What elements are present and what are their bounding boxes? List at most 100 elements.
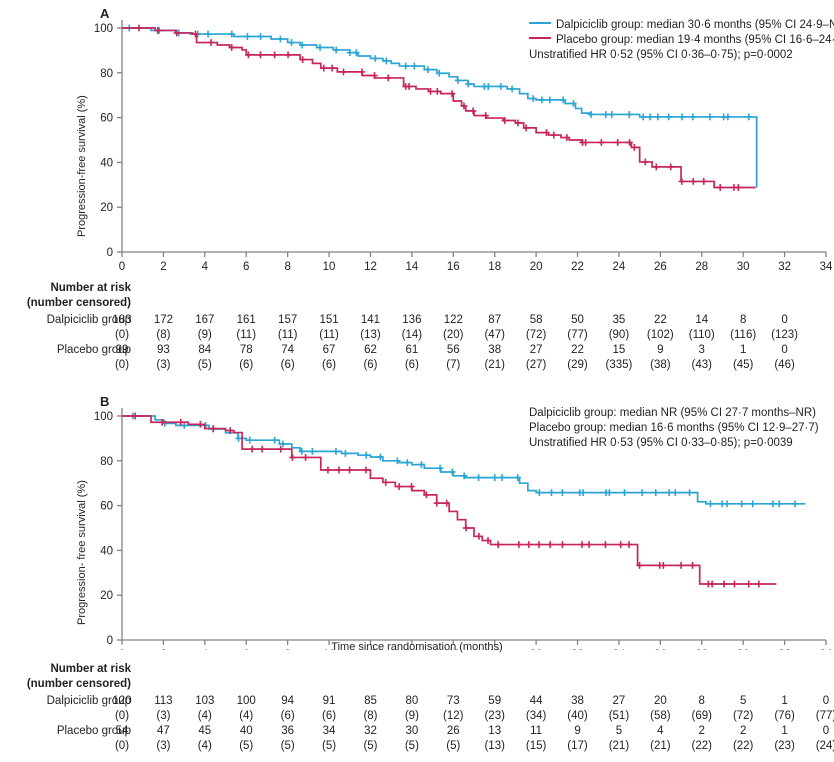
risk-value-dalpiciclib: 91 — [322, 695, 336, 707]
risk-censored-placebo: (17) — [567, 740, 588, 752]
risk-value-placebo: 67 — [322, 344, 336, 356]
risk-censored-dalpiciclib: (11) — [319, 329, 339, 341]
risk-censored-dalpiciclib: (77) — [815, 710, 834, 722]
legend-row-hr: Unstratified HR 0·52 (95% CI 0·36–0·75);… — [529, 48, 834, 63]
risk-value-placebo: 9 — [657, 344, 664, 356]
svg-text:80: 80 — [100, 68, 113, 80]
risk-censored-dalpiciclib: (4) — [239, 710, 254, 722]
svg-text:22: 22 — [571, 261, 584, 273]
risk-censored-dalpiciclib: (116) — [730, 329, 757, 341]
risk-censored-dalpiciclib: (3) — [156, 710, 171, 722]
risk-value-dalpiciclib: 58 — [529, 314, 543, 326]
risk-value-dalpiciclib: 5 — [739, 695, 747, 707]
risk-value-dalpiciclib: 122 — [443, 314, 463, 326]
risk-censored-placebo: (6) — [322, 359, 337, 371]
risk-value-placebo: 56 — [446, 344, 460, 356]
risk-value-placebo: 26 — [446, 725, 460, 737]
svg-text:20: 20 — [530, 261, 543, 273]
risk-censored-placebo: (5) — [322, 740, 337, 752]
panel-b-legend: Dalpiciclib group: median NR (95% CI 27·… — [529, 406, 819, 451]
risk-value-dalpiciclib: 85 — [364, 695, 377, 707]
risk-value-dalpiciclib: 94 — [281, 695, 295, 707]
svg-text:26: 26 — [654, 649, 667, 650]
risk-censored-dalpiciclib: (14) — [401, 329, 423, 341]
risk-title-line2: (number censored) — [26, 297, 131, 309]
risk-censored-placebo: (21) — [650, 740, 671, 752]
svg-text:30: 30 — [737, 261, 750, 273]
risk-value-dalpiciclib: 120 — [112, 695, 132, 707]
risk-value-dalpiciclib: 1 — [781, 695, 788, 707]
svg-text:80: 80 — [100, 456, 113, 468]
risk-value-dalpiciclib: 141 — [360, 314, 381, 326]
risk-censored-placebo: (27) — [525, 359, 547, 371]
svg-text:60: 60 — [100, 113, 113, 125]
risk-value-placebo: 45 — [198, 725, 212, 737]
svg-text:10: 10 — [323, 261, 336, 273]
risk-value-dalpiciclib: 183 — [112, 314, 132, 326]
risk-censored-placebo: (0) — [114, 359, 130, 371]
risk-censored-placebo: (24) — [815, 740, 834, 752]
svg-text:2: 2 — [160, 649, 166, 650]
risk-censored-placebo: (6) — [363, 359, 378, 371]
risk-censored-placebo: (5) — [446, 740, 461, 752]
legend-swatch-dalpiciclib-icon — [529, 21, 551, 24]
risk-value-placebo: 61 — [405, 344, 419, 356]
risk-censored-dalpiciclib: (23) — [484, 710, 505, 722]
risk-value-placebo: 99 — [115, 344, 129, 356]
panel-b-label: B — [100, 394, 110, 409]
legend-swatch-placebo-icon — [529, 36, 551, 39]
svg-text:28: 28 — [695, 649, 708, 650]
risk-censored-dalpiciclib: (90) — [608, 329, 630, 341]
risk-value-dalpiciclib: 161 — [236, 314, 256, 326]
risk-censored-placebo: (38) — [650, 359, 671, 371]
risk-censored-dalpiciclib: (58) — [650, 710, 671, 722]
svg-text:4: 4 — [202, 261, 209, 273]
risk-censored-placebo: (21) — [608, 740, 630, 752]
risk-row-label-dalpiciclib: Dalpiciclib group — [46, 314, 131, 326]
risk-censored-placebo: (5) — [197, 359, 212, 371]
panel-a: A Progression-free survival (%) 0 20 40 60 8… — [0, 0, 834, 371]
risk-value-dalpiciclib: 151 — [319, 314, 339, 326]
risk-value-dalpiciclib: 50 — [571, 314, 584, 326]
svg-text:24: 24 — [613, 261, 626, 273]
risk-value-placebo: 54 — [115, 725, 129, 737]
svg-text:18: 18 — [488, 649, 501, 650]
risk-value-dalpiciclib: 27 — [612, 695, 626, 707]
panel-b: B Progression- free survival (%) 0 20 40 60… — [0, 388, 834, 762]
svg-text:18: 18 — [488, 261, 501, 273]
risk-censored-placebo: (23) — [774, 740, 795, 752]
risk-value-placebo: 32 — [364, 725, 377, 737]
legend-label-placebo: Placebo group: median 16·6 months (95% C… — [529, 422, 819, 434]
risk-value-placebo: 15 — [612, 344, 626, 356]
svg-text:8: 8 — [284, 261, 290, 273]
risk-censored-dalpiciclib: (72) — [525, 329, 547, 341]
risk-censored-dalpiciclib: (47) — [484, 329, 505, 341]
risk-censored-dalpiciclib: (8) — [363, 710, 378, 722]
svg-text:20: 20 — [530, 649, 543, 650]
risk-value-dalpiciclib: 8 — [698, 695, 705, 707]
svg-text:32: 32 — [778, 649, 791, 650]
legend-row-placebo: Placebo group: median 16·6 months (95% C… — [529, 421, 819, 436]
risk-censored-dalpiciclib: (123) — [771, 329, 798, 341]
legend-label-hr: Unstratified HR 0·53 (95% CI 0·33–0·85);… — [529, 437, 793, 449]
risk-value-placebo: 30 — [405, 725, 419, 737]
svg-text:0: 0 — [119, 261, 125, 273]
risk-censored-dalpiciclib: (9) — [197, 329, 212, 341]
risk-value-dalpiciclib: 35 — [612, 314, 626, 326]
svg-text:32: 32 — [778, 261, 791, 273]
risk-value-placebo: 0 — [822, 725, 830, 737]
risk-censored-placebo: (5) — [404, 740, 419, 752]
svg-text:20: 20 — [100, 202, 113, 214]
risk-censored-dalpiciclib: (6) — [280, 710, 295, 722]
svg-text:30: 30 — [737, 649, 750, 650]
risk-row-label-placebo: Placebo group — [56, 344, 131, 356]
risk-censored-placebo: (46) — [774, 359, 795, 371]
risk-value-placebo: 0 — [781, 344, 788, 356]
risk-title-line1: Number at risk — [50, 663, 131, 675]
risk-value-placebo: 74 — [281, 344, 295, 356]
svg-text:14: 14 — [405, 649, 418, 650]
risk-censored-dalpiciclib: (13) — [360, 329, 381, 341]
risk-value-dalpiciclib: 38 — [571, 695, 584, 707]
risk-value-placebo: 84 — [198, 344, 212, 356]
